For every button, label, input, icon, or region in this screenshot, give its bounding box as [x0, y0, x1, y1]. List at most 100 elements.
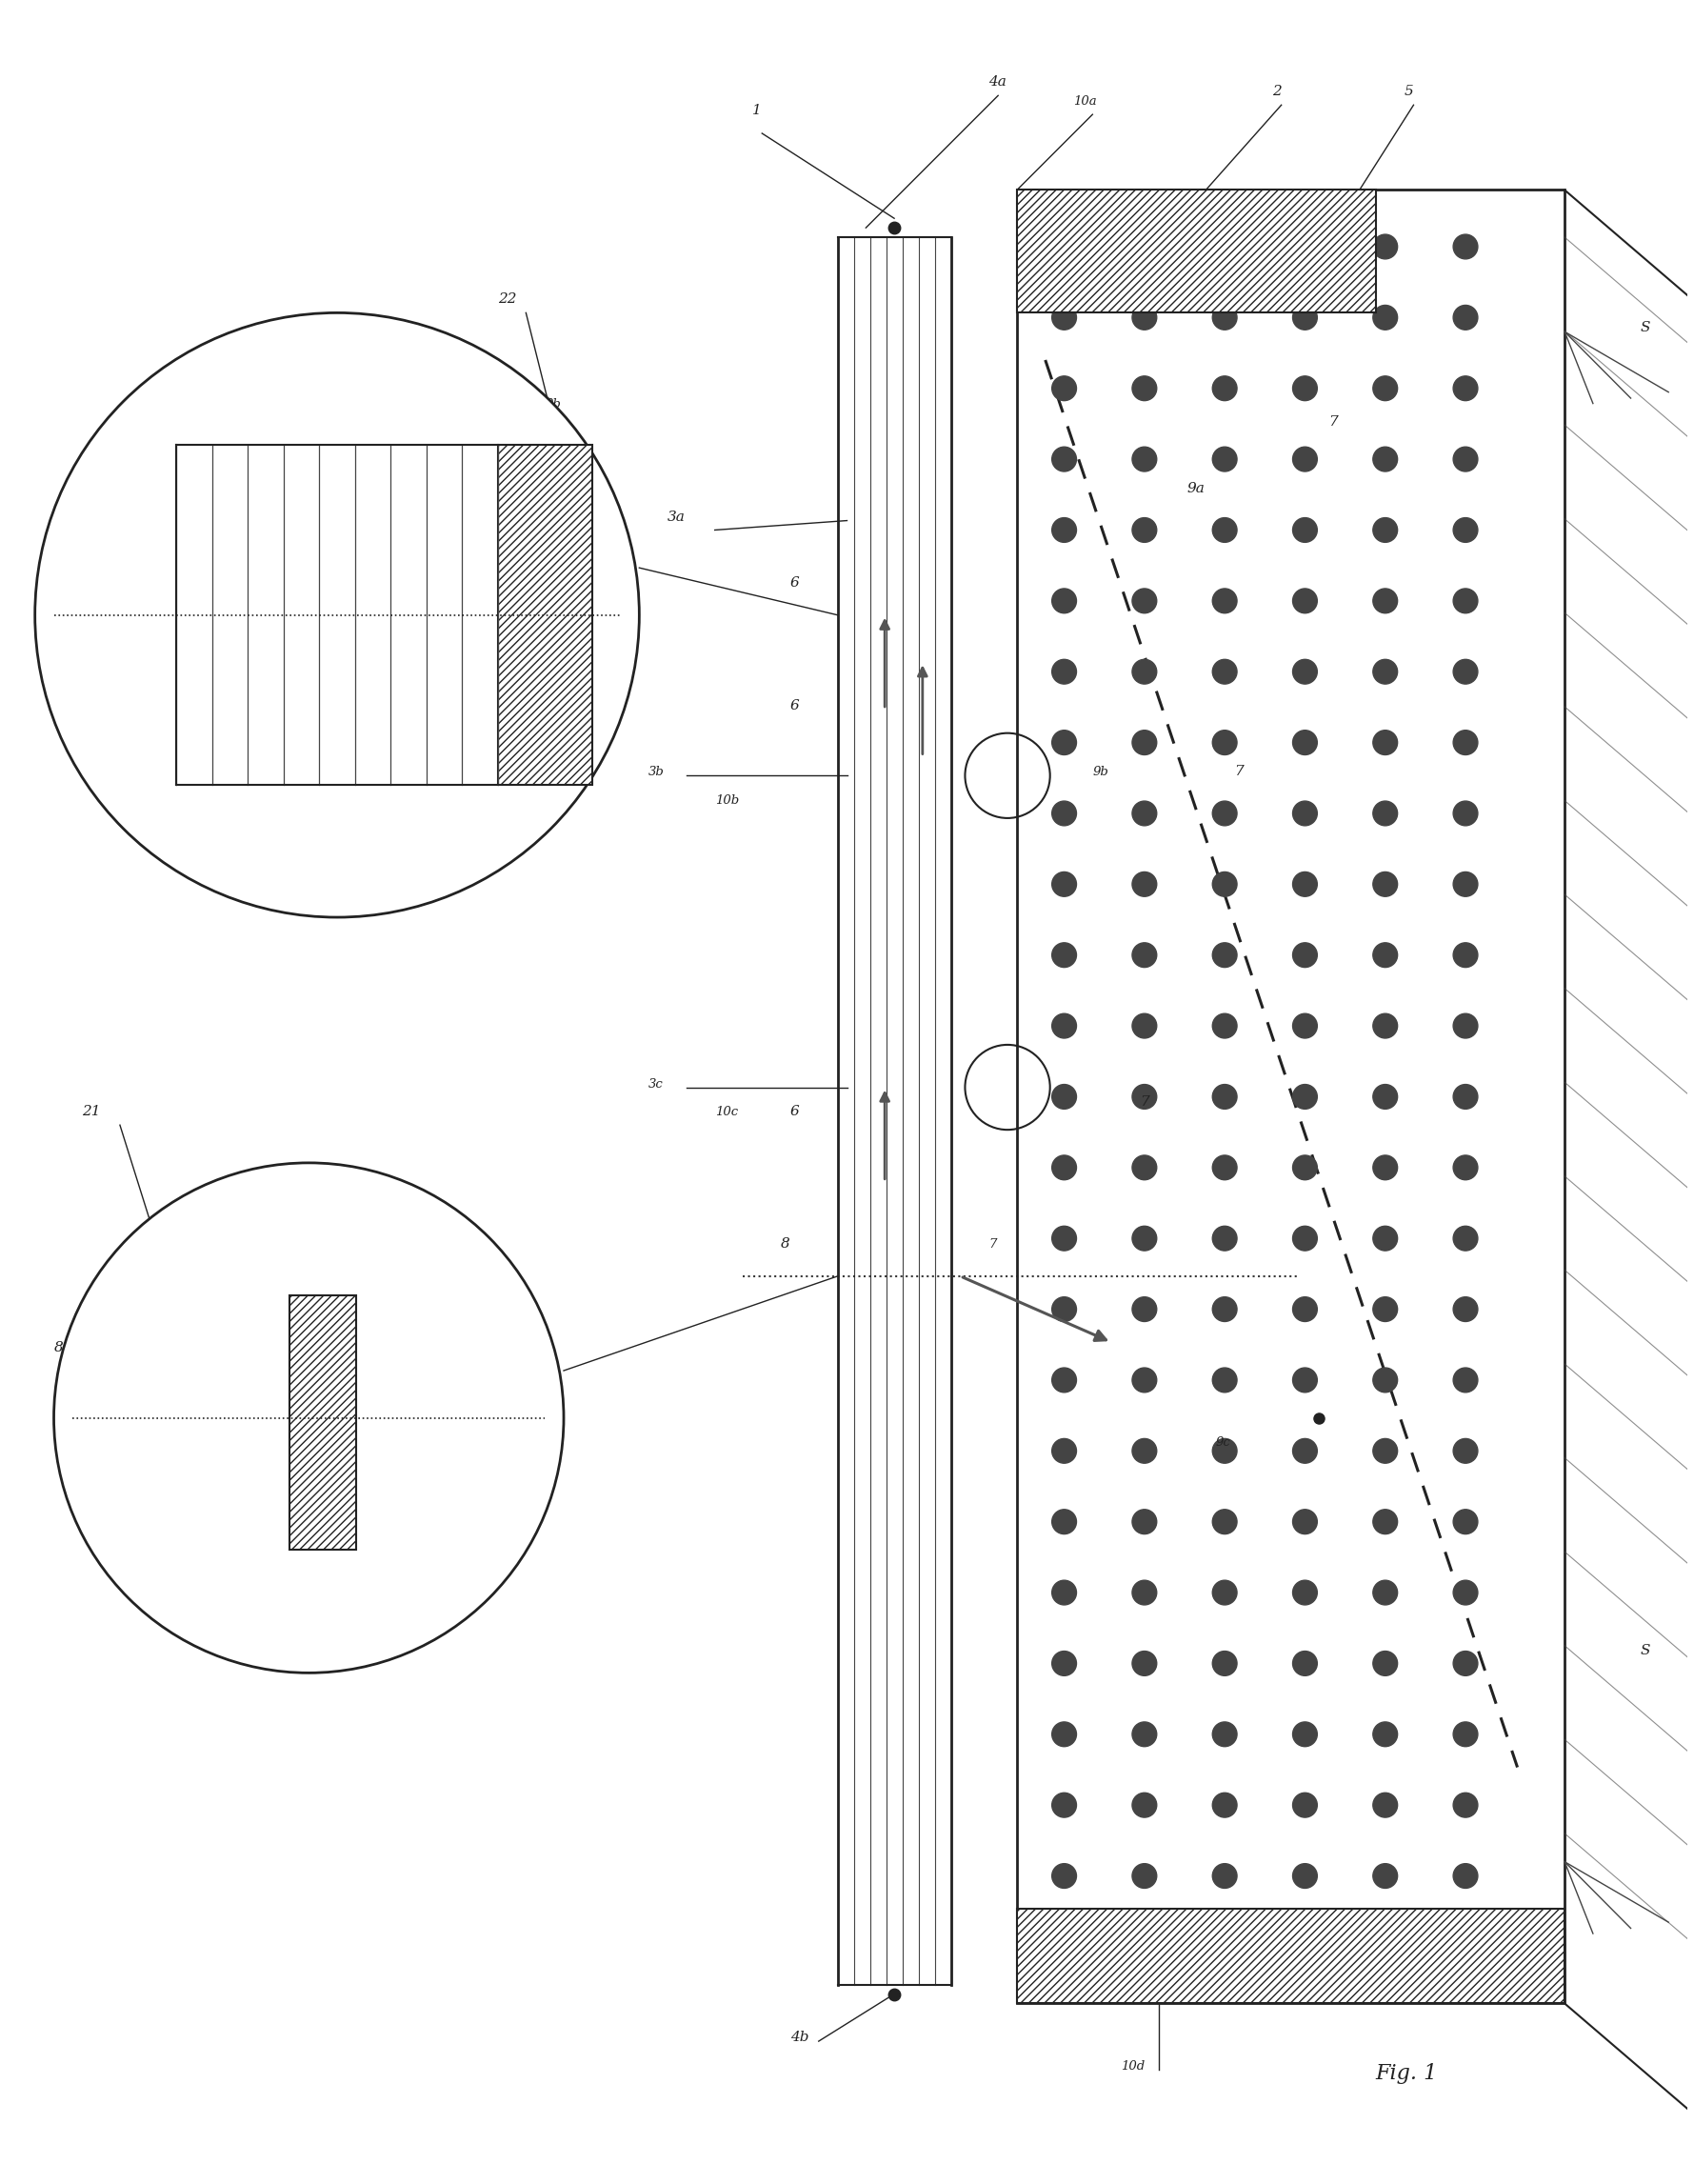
Circle shape — [1132, 1297, 1157, 1321]
Circle shape — [1372, 587, 1398, 614]
Circle shape — [1052, 802, 1076, 826]
Bar — [290, 1295, 356, 1551]
Circle shape — [36, 312, 639, 917]
Circle shape — [1453, 1439, 1477, 1463]
Text: Fig. 1: Fig. 1 — [1376, 2064, 1438, 2084]
Text: 21: 21 — [81, 1105, 100, 1118]
Circle shape — [1293, 1085, 1318, 1109]
Circle shape — [1453, 1935, 1477, 1959]
Circle shape — [1132, 802, 1157, 826]
Circle shape — [1052, 518, 1076, 542]
Circle shape — [1132, 943, 1157, 968]
Circle shape — [1132, 1651, 1157, 1675]
Circle shape — [1372, 1581, 1398, 1605]
Text: 6: 6 — [102, 1531, 108, 1544]
Circle shape — [1213, 1581, 1237, 1605]
Circle shape — [1213, 234, 1237, 260]
Circle shape — [1132, 729, 1157, 756]
Circle shape — [1132, 448, 1157, 472]
Circle shape — [1293, 1013, 1318, 1037]
Circle shape — [1052, 1863, 1076, 1889]
Circle shape — [1293, 1225, 1318, 1251]
Circle shape — [1132, 518, 1157, 542]
Circle shape — [1293, 1863, 1318, 1889]
Circle shape — [1293, 1367, 1318, 1393]
Circle shape — [1453, 871, 1477, 895]
Circle shape — [1453, 1721, 1477, 1747]
Circle shape — [1293, 306, 1318, 330]
Circle shape — [1453, 234, 1477, 260]
Text: 9b: 9b — [545, 397, 561, 411]
Text: 9a: 9a — [1187, 483, 1204, 496]
Text: 7: 7 — [413, 1315, 420, 1326]
Circle shape — [1293, 1793, 1318, 1817]
Text: 10c: 10c — [715, 1105, 739, 1118]
Circle shape — [1453, 376, 1477, 400]
Text: 7: 7 — [1328, 415, 1338, 428]
Circle shape — [1453, 1085, 1477, 1109]
Circle shape — [1213, 1367, 1237, 1393]
Circle shape — [1372, 234, 1398, 260]
Circle shape — [1132, 376, 1157, 400]
Circle shape — [1132, 1721, 1157, 1747]
Circle shape — [1453, 1367, 1477, 1393]
Circle shape — [1052, 376, 1076, 400]
Circle shape — [1052, 1439, 1076, 1463]
Circle shape — [1213, 376, 1237, 400]
Text: 3c: 3c — [649, 1077, 664, 1090]
Circle shape — [1453, 1581, 1477, 1605]
Circle shape — [1213, 1935, 1237, 1959]
Circle shape — [1293, 802, 1318, 826]
Circle shape — [1453, 448, 1477, 472]
Circle shape — [1453, 1863, 1477, 1889]
Circle shape — [1453, 660, 1477, 684]
Circle shape — [1132, 1085, 1157, 1109]
Circle shape — [1372, 1651, 1398, 1675]
Circle shape — [1453, 1509, 1477, 1533]
Text: 1: 1 — [752, 105, 762, 118]
Circle shape — [1372, 1013, 1398, 1037]
Circle shape — [1052, 871, 1076, 895]
Circle shape — [1372, 1297, 1398, 1321]
Circle shape — [1132, 1439, 1157, 1463]
Text: S: S — [1640, 321, 1650, 334]
Circle shape — [1372, 943, 1398, 968]
Circle shape — [1213, 1013, 1237, 1037]
Circle shape — [1372, 1863, 1398, 1889]
Text: 6: 6 — [791, 699, 800, 712]
Circle shape — [1293, 1651, 1318, 1675]
Circle shape — [1132, 587, 1157, 614]
Bar — [498, 446, 591, 784]
Circle shape — [1132, 234, 1157, 260]
Circle shape — [1052, 1085, 1076, 1109]
Circle shape — [1213, 1085, 1237, 1109]
Circle shape — [1213, 1863, 1237, 1889]
Circle shape — [1453, 802, 1477, 826]
Circle shape — [1453, 518, 1477, 542]
Circle shape — [1372, 1225, 1398, 1251]
Bar — [1016, 190, 1565, 2003]
Circle shape — [1213, 1509, 1237, 1533]
Circle shape — [1372, 518, 1398, 542]
Bar — [1016, 190, 1376, 312]
Circle shape — [54, 1162, 564, 1673]
Circle shape — [1052, 1225, 1076, 1251]
Circle shape — [1453, 1013, 1477, 1037]
Circle shape — [1453, 1793, 1477, 1817]
Circle shape — [1372, 729, 1398, 756]
Circle shape — [1052, 306, 1076, 330]
Text: 2: 2 — [1272, 85, 1281, 98]
Text: 3a: 3a — [667, 511, 686, 524]
Text: 6: 6 — [791, 577, 800, 590]
Circle shape — [1293, 1721, 1318, 1747]
Circle shape — [1293, 1581, 1318, 1605]
Bar — [1016, 1909, 1565, 2003]
Circle shape — [1293, 943, 1318, 968]
Circle shape — [1213, 1297, 1237, 1321]
Circle shape — [1132, 1367, 1157, 1393]
Circle shape — [1052, 943, 1076, 968]
Text: 10: 10 — [215, 1616, 230, 1629]
Circle shape — [1293, 660, 1318, 684]
Circle shape — [1213, 1721, 1237, 1747]
Text: 7: 7 — [413, 1389, 420, 1402]
